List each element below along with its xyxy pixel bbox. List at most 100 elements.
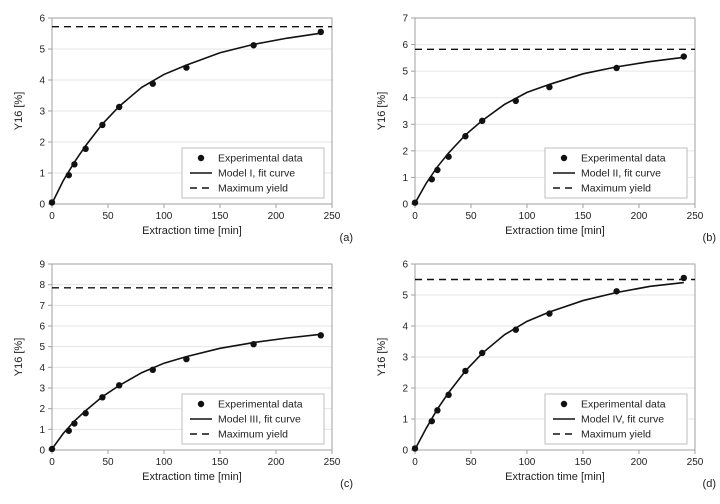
x-tick-label: 100 xyxy=(156,457,173,468)
y-tick-label: 0 xyxy=(402,200,408,211)
y-tick-label: 8 xyxy=(39,280,45,291)
y-tick-label: 1 xyxy=(39,425,45,436)
x-tick-label: 150 xyxy=(212,457,229,468)
legend: Experimental dataModel I, fit curveMaxim… xyxy=(182,148,324,198)
data-point xyxy=(479,350,485,356)
data-point xyxy=(250,341,256,347)
x-tick-label: 0 xyxy=(412,211,418,222)
legend-label: Model I, fit curve xyxy=(218,168,295,180)
data-point xyxy=(462,133,468,139)
legend: Experimental dataModel II, fit curveMaxi… xyxy=(545,148,687,198)
legend-label: Experimental data xyxy=(581,399,666,411)
y-tick-label: 7 xyxy=(39,301,45,312)
x-tick-label: 150 xyxy=(575,211,592,222)
legend-label: Maximum yield xyxy=(581,429,651,441)
y-tick-label: 4 xyxy=(402,93,408,104)
y-tick-label: 5 xyxy=(39,342,45,353)
y-axis-title: Y16 [%] xyxy=(13,338,25,377)
legend: Experimental data Model IV, fit curve Maxi… xyxy=(545,394,687,444)
data-point xyxy=(82,146,88,152)
data-point xyxy=(681,53,687,59)
data-point xyxy=(183,64,189,70)
y-tick-label: 6 xyxy=(402,260,408,271)
y-tick-label: 0 xyxy=(39,200,45,211)
panel-tag: (a) xyxy=(340,232,353,244)
data-point xyxy=(613,65,619,71)
x-tick-label: 250 xyxy=(324,211,341,222)
data-point xyxy=(546,310,552,316)
legend-label: Experimental data xyxy=(218,153,303,165)
data-point xyxy=(434,407,440,413)
y-tick-label: 3 xyxy=(402,353,408,364)
panel-tag: (c) xyxy=(340,478,353,490)
x-tick-label: 0 xyxy=(412,457,418,468)
x-tick-label: 100 xyxy=(156,211,173,222)
y-tick-label: 3 xyxy=(39,384,45,395)
data-point xyxy=(183,356,189,362)
x-axis-title: Extraction time [min] xyxy=(142,471,242,483)
data-point xyxy=(681,275,687,281)
panel-tag: (b) xyxy=(703,232,716,244)
legend-label: Model IV, fit curve xyxy=(581,414,664,426)
y-tick-label: 5 xyxy=(402,291,408,302)
y-tick-label: 4 xyxy=(39,363,45,374)
data-point xyxy=(150,367,156,373)
data-point xyxy=(49,199,55,205)
x-tick-label: 200 xyxy=(268,211,285,222)
data-point xyxy=(462,368,468,374)
x-tick-label: 250 xyxy=(687,211,704,222)
panel: 05010015020025001234567Extraction time [… xyxy=(369,8,714,242)
data-point xyxy=(99,394,105,400)
y-tick-label: 5 xyxy=(402,67,408,78)
data-point xyxy=(71,420,77,426)
data-point xyxy=(150,81,156,87)
y-tick-label: 3 xyxy=(39,107,45,118)
y-tick-label: 5 xyxy=(39,45,45,56)
x-tick-label: 50 xyxy=(102,211,114,222)
y-tick-label: 3 xyxy=(402,120,408,131)
x-tick-label: 200 xyxy=(631,211,648,222)
x-tick-label: 250 xyxy=(324,457,341,468)
data-point xyxy=(116,382,122,388)
data-point xyxy=(479,118,485,124)
panel: 0501001502002500123456Extraction time [m… xyxy=(6,8,351,242)
x-axis-title: Extraction time [min] xyxy=(505,471,605,483)
data-point xyxy=(318,332,324,338)
data-point xyxy=(66,428,72,434)
x-tick-label: 150 xyxy=(575,457,592,468)
x-tick-label: 200 xyxy=(268,457,285,468)
x-tick-label: 0 xyxy=(49,211,55,222)
y-tick-label: 2 xyxy=(39,404,45,415)
data-point xyxy=(513,327,519,333)
y-tick-label: 6 xyxy=(402,40,408,51)
legend-label: Maximum yield xyxy=(581,183,651,195)
y-tick-label: 9 xyxy=(39,260,45,271)
y-tick-label: 2 xyxy=(402,384,408,395)
y-tick-label: 4 xyxy=(402,322,408,333)
x-axis-title: Extraction time [min] xyxy=(142,225,242,237)
legend-label: Maximum yield xyxy=(218,429,288,441)
y-axis-title: Y16 [%] xyxy=(376,92,388,131)
data-point xyxy=(71,161,77,167)
data-point xyxy=(412,445,418,451)
x-tick-label: 100 xyxy=(519,457,536,468)
data-point xyxy=(445,392,451,398)
y-axis-title: Y16 [%] xyxy=(376,338,388,377)
data-point xyxy=(49,446,55,452)
legend: Experimental dataModel III, fit curveMax… xyxy=(182,394,324,444)
panel: 0501001502002500123456789Extraction time… xyxy=(6,254,351,488)
data-point xyxy=(99,122,105,128)
data-point xyxy=(429,418,435,424)
data-point xyxy=(66,172,72,178)
y-tick-label: 2 xyxy=(402,146,408,157)
data-point xyxy=(445,154,451,160)
y-tick-label: 6 xyxy=(39,14,45,25)
x-tick-label: 150 xyxy=(212,211,229,222)
y-tick-label: 4 xyxy=(39,76,45,87)
x-tick-label: 50 xyxy=(465,211,477,222)
x-tick-label: 250 xyxy=(687,457,704,468)
data-point xyxy=(546,84,552,90)
y-tick-label: 6 xyxy=(39,322,45,333)
y-tick-label: 1 xyxy=(39,169,45,180)
data-point xyxy=(82,410,88,416)
